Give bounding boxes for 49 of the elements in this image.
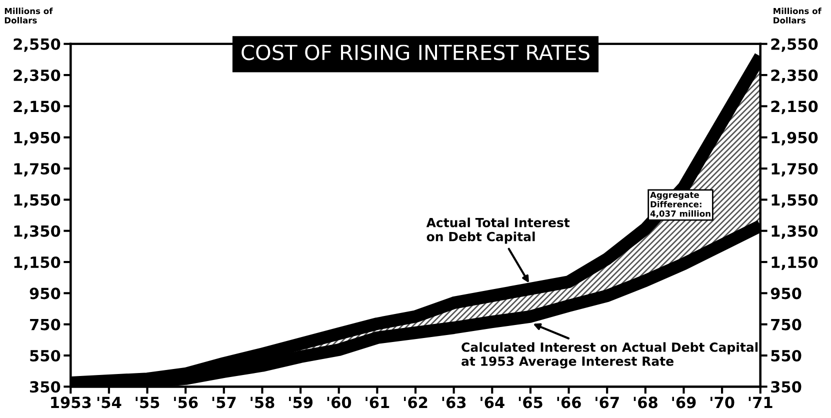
- y-tick-label: 750: [30, 318, 60, 330]
- y2-tick-label: 2,150: [771, 100, 818, 114]
- y-tick-label: 950: [30, 288, 60, 300]
- y2-tick-label: 350: [771, 381, 802, 393]
- annotation: Aggregate Difference: 4,037 million: [650, 192, 710, 218]
- x-tick-label: '58: [250, 396, 274, 408]
- y2-tick-label: 1,750: [772, 162, 818, 177]
- y2-tick-label: 1,950: [772, 132, 818, 146]
- y2-tick-label: 950: [770, 288, 802, 300]
- y-tick-label: 1,950: [14, 132, 60, 146]
- annotation: Calculated Interest on Actual Debt Capital at 1953 Average Interest Rate: [462, 342, 758, 368]
- x-tick-label: '56: [174, 396, 198, 408]
- y2-tick-label: 1,150: [772, 256, 818, 270]
- x-tick-label: '65: [518, 396, 542, 408]
- x-tick-label: '61: [366, 396, 390, 408]
- y2-tick-label: 1,550: [772, 194, 818, 208]
- y-axis-title: Millions of Dollars: [4, 8, 53, 24]
- x-tick-label: '57: [212, 396, 236, 408]
- x-tick-label: 1953: [51, 396, 91, 408]
- y2-axis-title: Millions of Dollars: [774, 8, 822, 24]
- y-tick-label: 2,150: [14, 100, 60, 114]
- x-tick-label: '54: [97, 396, 122, 408]
- y-tick-label: 1,750: [14, 162, 60, 177]
- x-tick-label: '70: [710, 396, 734, 408]
- y2-tick-label: 1,350: [772, 225, 818, 239]
- x-tick-label: '66: [557, 396, 581, 408]
- x-tick-label: '67: [596, 396, 619, 408]
- y-tick-label: 1,150: [14, 256, 60, 270]
- chart-title: COST OF RISING INTEREST RATES: [242, 44, 590, 60]
- y-tick-label: 350: [30, 381, 60, 393]
- y2-tick-label: 750: [771, 318, 802, 330]
- x-tick-label: '55: [136, 396, 160, 408]
- x-tick-label: '64: [480, 396, 504, 408]
- y-tick-label: 2,550: [14, 38, 60, 52]
- annotation: Actual Total Interest on Debt Capital: [426, 218, 570, 244]
- y-tick-label: 550: [30, 350, 60, 362]
- y2-tick-label: 2,550: [771, 38, 818, 52]
- x-tick-label: '60: [327, 396, 352, 408]
- x-tick-label: '63: [442, 396, 466, 408]
- y-tick-label: 1,350: [14, 225, 60, 239]
- x-tick-label: '59: [289, 396, 313, 408]
- x-tick-label: '62: [404, 396, 428, 408]
- y2-tick-label: 550: [771, 350, 802, 362]
- y-tick-label: 1,550: [14, 194, 60, 208]
- y-tick-label: 2,350: [14, 70, 60, 84]
- x-tick-label: '68: [634, 396, 658, 408]
- x-tick-label: '71: [748, 396, 772, 408]
- y2-tick-label: 2,350: [771, 70, 818, 84]
- x-tick-label: '69: [672, 396, 696, 408]
